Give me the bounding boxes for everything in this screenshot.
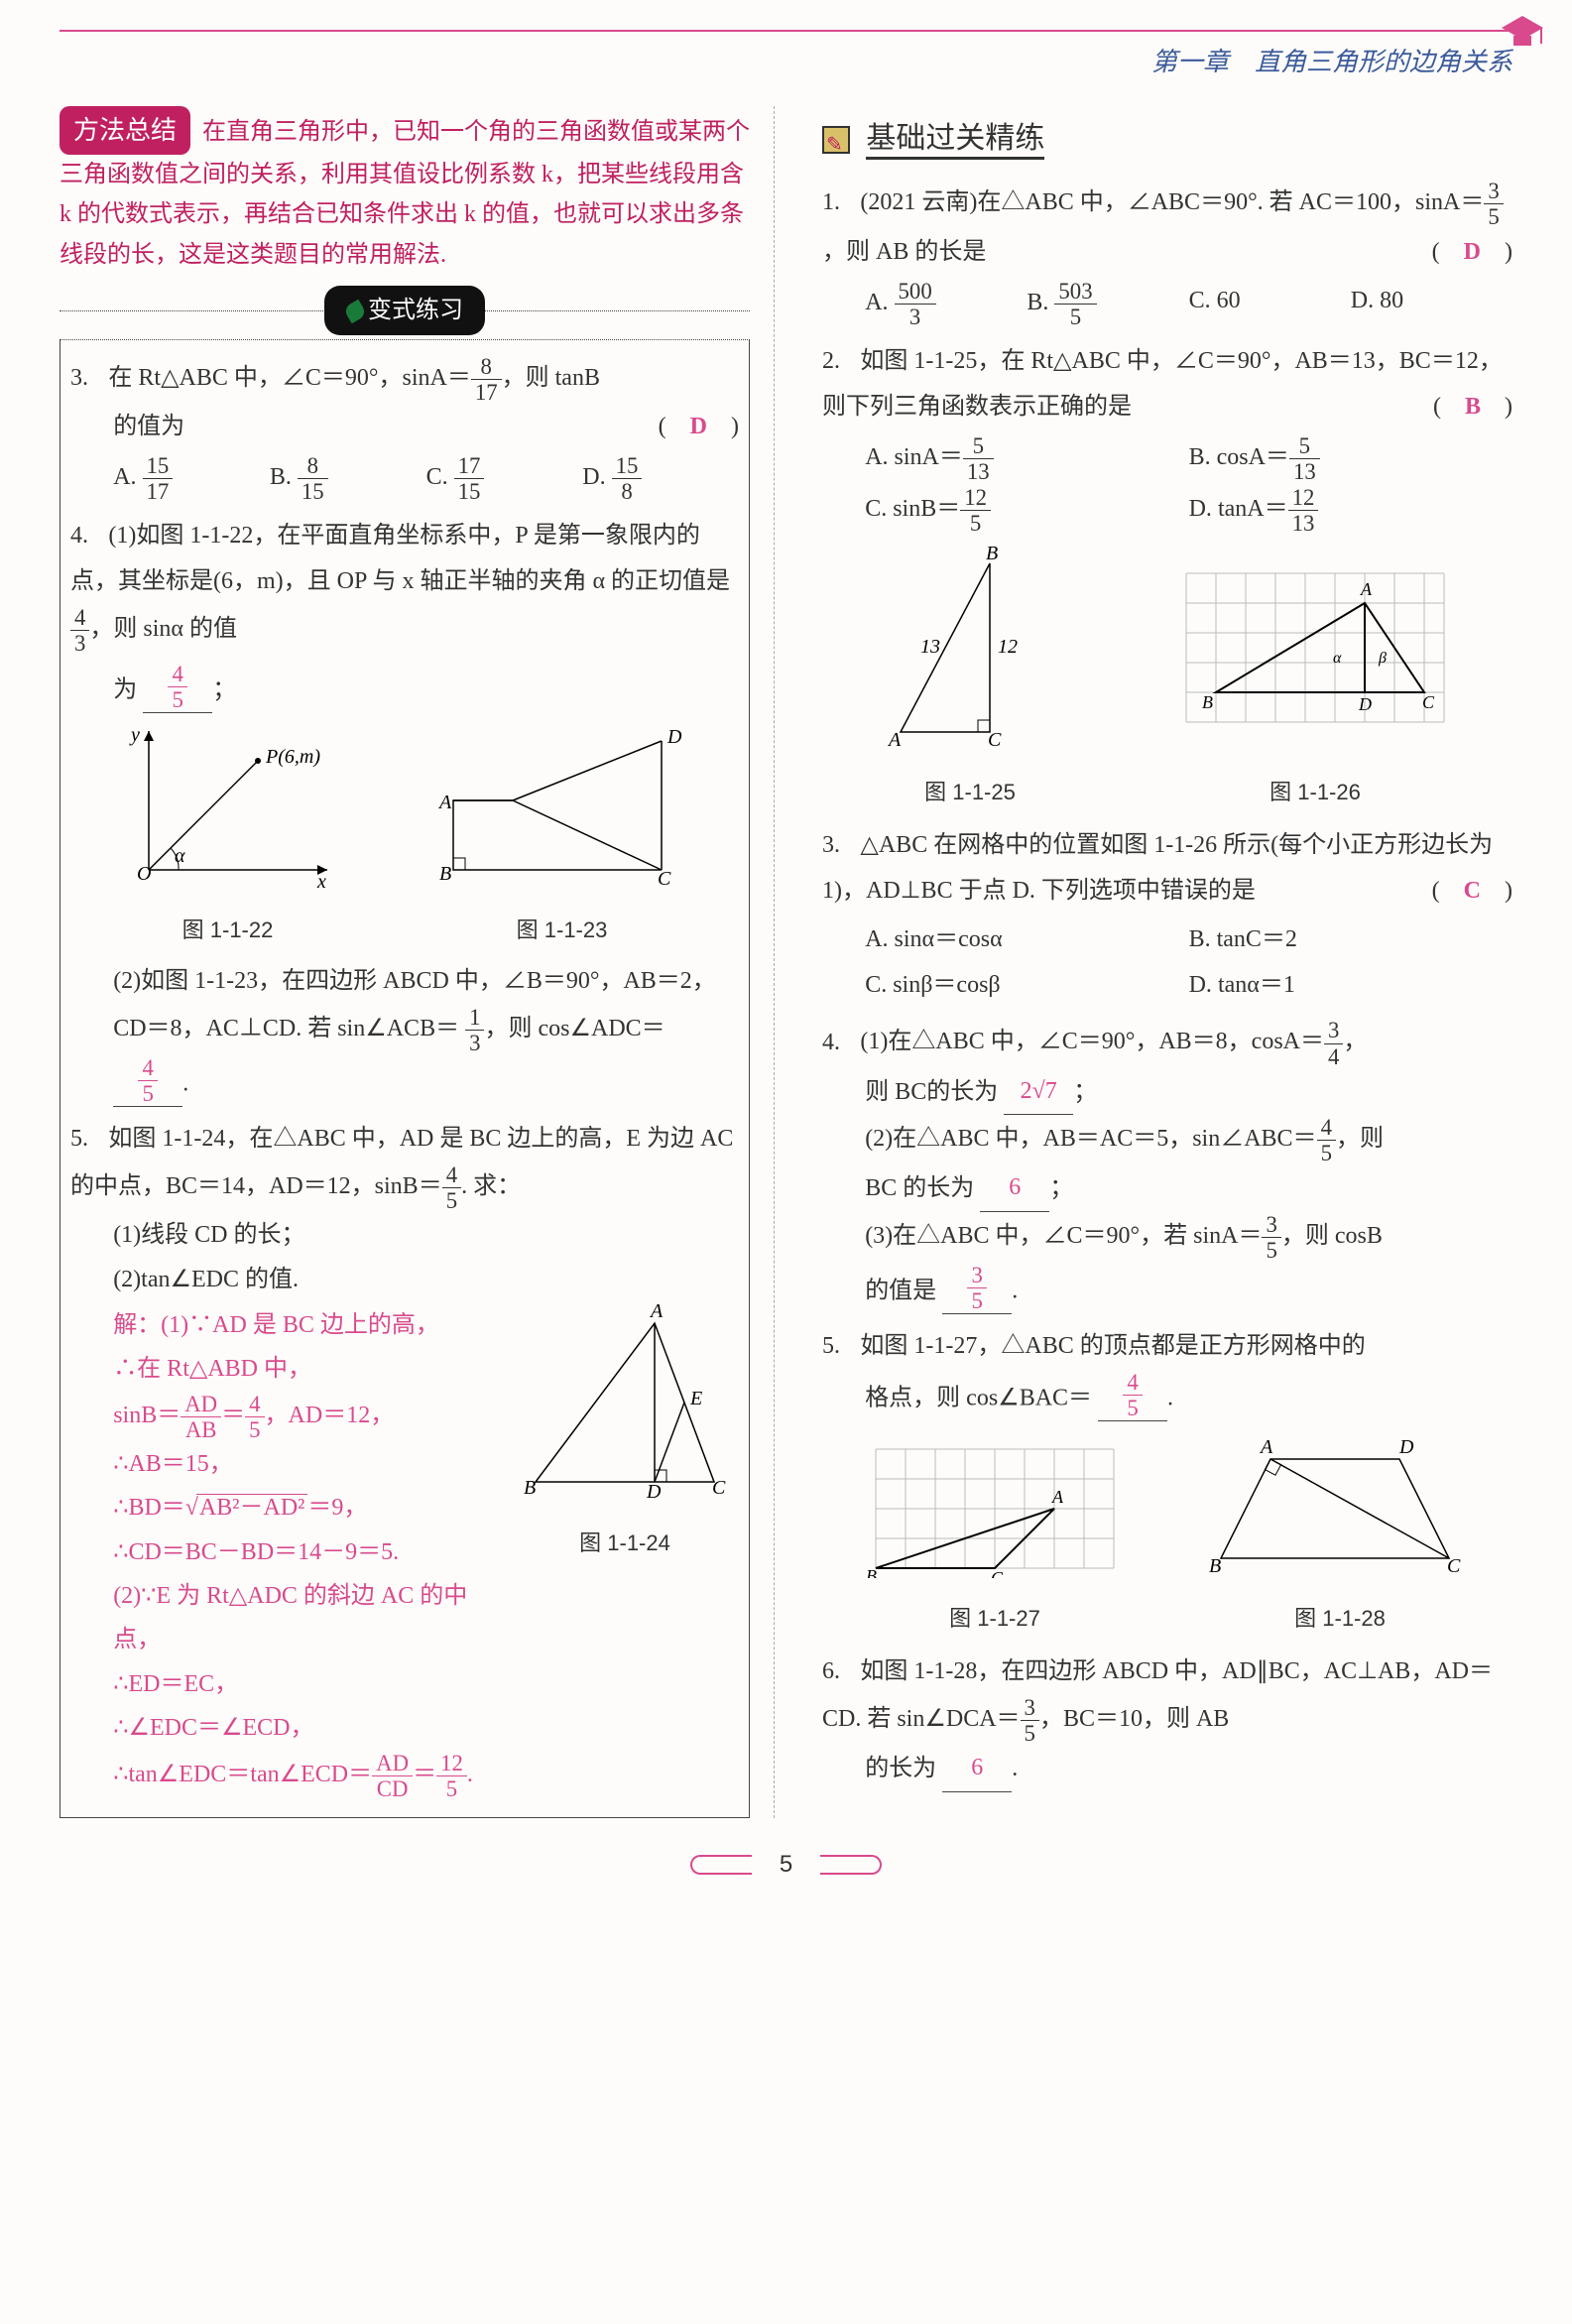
left-q5: 5.如图 1-1-24，在△ABC 中，AD 是 BC 边上的高，E 为边 AC… [70, 1117, 739, 1801]
page-number: 5 [752, 1840, 820, 1890]
basics-section-title: 基础过关精练 [822, 110, 1512, 167]
svg-text:D: D [646, 1481, 662, 1502]
svg-text:D: D [1358, 694, 1372, 714]
svg-text:B: B [1202, 692, 1213, 712]
right-q1: 1.(2021 云南)在△ABC 中，∠ABC＝90°. 若 AC＝100，si… [822, 179, 1512, 329]
svg-text:A: A [1259, 1436, 1273, 1458]
method-summary: 方法总结 在直角三角形中，已知一个角的三角函数值或某两个三角函数值之间的关系，利… [60, 106, 750, 276]
left-q3: 3.在 Rt△ABC 中，∠C＝90°，sinA＝817，则 tanB 的值为 … [70, 354, 739, 505]
svg-text:O: O [137, 863, 151, 885]
pencil-icon [822, 126, 850, 154]
svg-text:C: C [1447, 1555, 1461, 1577]
svg-text:C: C [1422, 692, 1435, 712]
right-q1-answer: D [1464, 239, 1481, 265]
right-q2-answer: B [1465, 394, 1481, 420]
chapter-header: 第一章 直角三角形的边角关系 [60, 30, 1512, 86]
svg-text:A: A [1360, 579, 1373, 599]
svg-text:x: x [316, 871, 326, 890]
svg-text:y: y [129, 724, 140, 746]
svg-text:D: D [1398, 1436, 1414, 1458]
left-q4: 4.(1)如图 1-1-22，在平面直角坐标系中，P 是第一象限内的点，其坐标是… [70, 514, 739, 1107]
right-column: 基础过关精练 1.(2021 云南)在△ABC 中，∠ABC＝90°. 若 AC… [814, 106, 1512, 1817]
svg-text:E: E [689, 1388, 702, 1409]
svg-text:13: 13 [920, 636, 940, 658]
figure-1-1-23: A B C D 图 1-1-23 [433, 721, 691, 951]
svg-text:B: B [524, 1477, 536, 1499]
left-q3-answer: D [690, 414, 707, 439]
svg-text:D: D [666, 726, 682, 748]
page-footer: 5 [60, 1840, 1512, 1890]
figure-1-1-27: B A C 图 1-1-27 [856, 1429, 1134, 1640]
figure-1-1-26: B A C D α β 图 1-1-26 [1166, 553, 1464, 813]
svg-text:α: α [175, 845, 185, 867]
svg-text:C: C [658, 868, 671, 890]
right-q4-2-answer: 6 [980, 1165, 1049, 1212]
left-q5-solution: 解：(1)∵AD 是 BC 边上的高， ∴在 Rt△ABD 中， sinB＝AD… [113, 1303, 499, 1801]
left-column: 方法总结 在直角三角形中，已知一个角的三角函数值或某两个三角函数值之间的关系，利… [60, 106, 775, 1817]
svg-text:12: 12 [998, 636, 1018, 658]
right-q6-answer: 6 [942, 1746, 1012, 1792]
figure-1-1-28: A D B C 图 1-1-28 [1201, 1429, 1479, 1640]
svg-text:A: A [649, 1303, 664, 1322]
svg-text:A: A [1051, 1487, 1064, 1507]
left-q3-options: A. 1517 B. 815 C. 1715 D. 158 [113, 453, 739, 504]
variant-title: 变式练习 [368, 297, 463, 323]
right-q2: 2.如图 1-1-25，在 Rt△ABC 中，∠C＝90°，AB＝13，BC＝1… [822, 339, 1512, 813]
svg-text:α: α [1333, 650, 1342, 667]
svg-text:β: β [1378, 650, 1387, 667]
figure-1-1-24: A B C D E 图 1-1-24 [511, 1303, 739, 1563]
chapter-title: 第一章 直角三角形的边角关系 [1151, 48, 1512, 76]
svg-text:A: A [437, 792, 452, 813]
variant-problems-box: 3.在 Rt△ABC 中，∠C＝90°，sinA＝817，则 tanB 的值为 … [60, 339, 750, 1818]
svg-text:B: B [986, 544, 998, 564]
right-q6: 6.如图 1-1-28，在四边形 ABCD 中，AD∥BC，AC⊥AB，AD＝C… [822, 1650, 1512, 1791]
variant-section-bar: 变式练习 [60, 286, 750, 335]
svg-text:B: B [1209, 1555, 1221, 1577]
right-q3: 3.△ABC 在网格中的位置如图 1-1-26 所示(每个小正方形边长为 1)，… [822, 823, 1512, 1008]
right-q4-1-answer: 2√7 [1004, 1069, 1073, 1116]
svg-text:C: C [712, 1477, 726, 1499]
svg-text:P(6,m): P(6,m) [265, 746, 320, 768]
svg-text:C: C [988, 729, 1002, 751]
right-q4: 4.(1)在△ABC 中，∠C＝90°，AB＝8，cosA＝34， 则 BC的长… [822, 1018, 1512, 1314]
method-title: 方法总结 [60, 106, 190, 154]
graduation-icon [1498, 10, 1547, 60]
svg-text:C: C [991, 1568, 1004, 1578]
right-q3-answer: C [1464, 878, 1481, 904]
figure-1-1-25: B A C 13 12 图 1-1-25 [871, 544, 1069, 813]
svg-text:A: A [887, 729, 902, 751]
figure-1-1-22: P(6,m) α O x y 图 1-1-22 [119, 721, 337, 951]
right-q5: 5.如图 1-1-27，△ABC 的顶点都是正方形网格中的 格点，则 cos∠B… [822, 1324, 1512, 1640]
svg-text:B: B [866, 1566, 877, 1578]
svg-text:B: B [439, 863, 451, 885]
